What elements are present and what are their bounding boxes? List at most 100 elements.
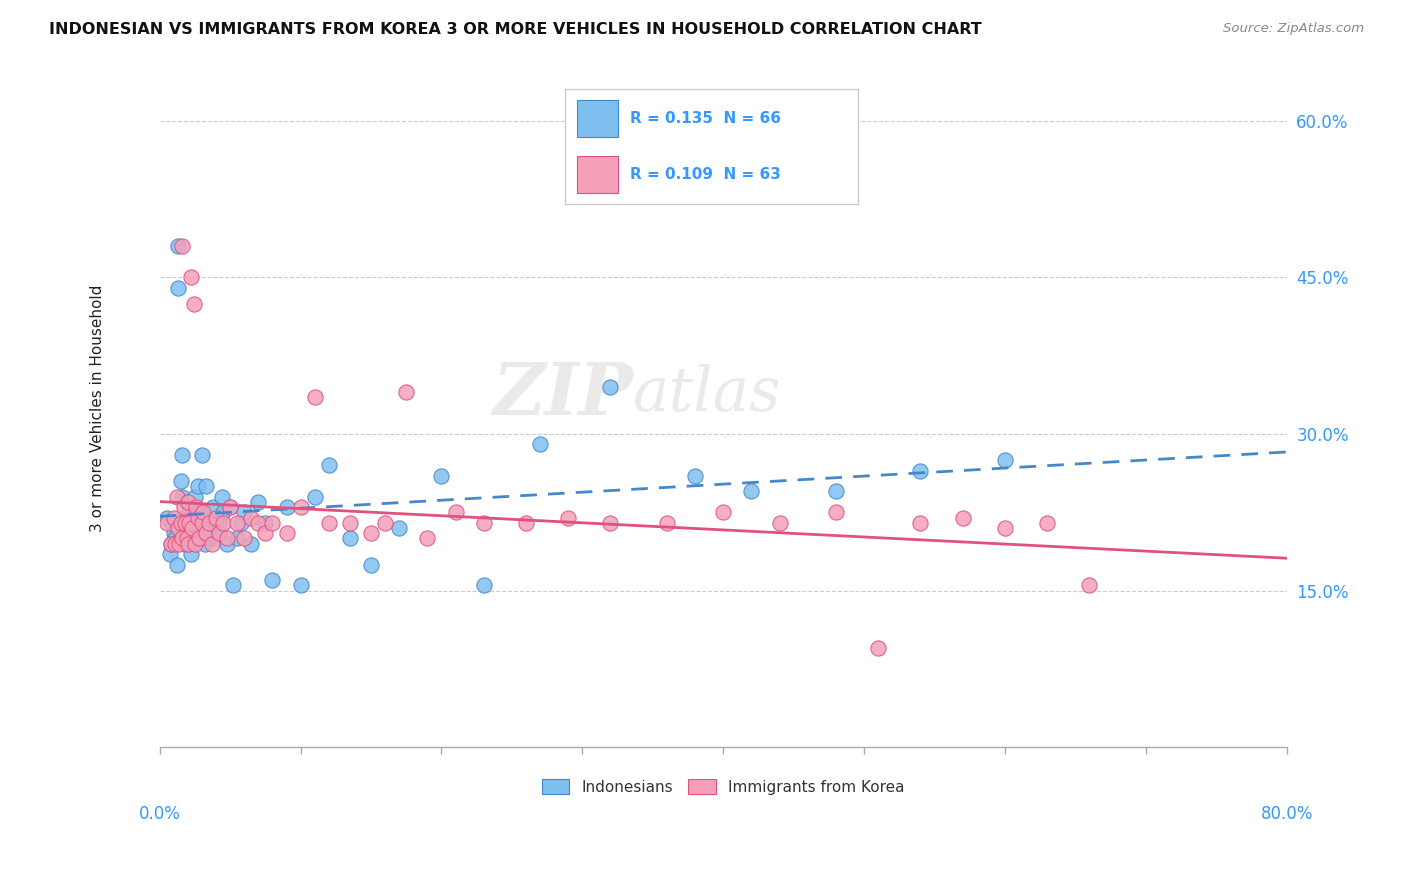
Point: [166, 558, 188, 572]
Point: [226, 532, 249, 546]
Point: [172, 532, 194, 546]
Point: [388, 521, 411, 535]
Point: [166, 490, 188, 504]
Point: [276, 500, 298, 515]
Point: [194, 537, 217, 551]
Point: [191, 505, 214, 519]
Point: [952, 510, 974, 524]
Point: [416, 532, 439, 546]
Point: [183, 505, 205, 519]
Point: [188, 532, 211, 546]
Point: [231, 516, 253, 530]
Point: [339, 532, 361, 546]
Point: [233, 532, 256, 546]
Point: [169, 537, 191, 551]
Point: [1036, 516, 1059, 530]
Point: [254, 526, 277, 541]
Point: [360, 558, 382, 572]
Point: [187, 510, 209, 524]
Point: [395, 385, 418, 400]
Point: [167, 239, 190, 253]
Point: [165, 532, 187, 546]
Point: [184, 537, 207, 551]
Point: [262, 516, 284, 530]
Point: [655, 516, 678, 530]
Point: [160, 537, 183, 551]
Point: [599, 516, 621, 530]
Point: [188, 532, 211, 546]
Point: [290, 500, 312, 515]
Point: [824, 484, 846, 499]
Point: [683, 468, 706, 483]
Point: [170, 474, 193, 488]
Text: 0.0%: 0.0%: [139, 805, 181, 822]
Point: [304, 391, 326, 405]
Point: [174, 516, 197, 530]
Point: [200, 532, 222, 546]
Point: [176, 495, 198, 509]
Point: [156, 516, 179, 530]
Point: [318, 516, 340, 530]
Point: [768, 516, 790, 530]
Point: [599, 380, 621, 394]
Text: Source: ZipAtlas.com: Source: ZipAtlas.com: [1223, 22, 1364, 36]
Point: [163, 526, 186, 541]
Point: [529, 437, 551, 451]
Point: [994, 521, 1017, 535]
Point: [994, 453, 1017, 467]
Point: [515, 516, 537, 530]
Point: [212, 505, 235, 519]
Point: [318, 458, 340, 473]
Point: [217, 532, 239, 546]
Point: [711, 505, 734, 519]
Point: [222, 578, 245, 592]
Point: [162, 516, 184, 530]
Point: [176, 532, 198, 546]
Point: [187, 479, 209, 493]
Point: [824, 505, 846, 519]
Point: [163, 510, 186, 524]
Point: [247, 495, 270, 509]
Point: [179, 516, 201, 530]
Point: [247, 516, 270, 530]
Point: [156, 510, 179, 524]
Point: [212, 516, 235, 530]
Text: atlas: atlas: [633, 364, 782, 425]
Point: [304, 490, 326, 504]
Point: [177, 537, 200, 551]
Point: [910, 464, 932, 478]
Point: [167, 281, 190, 295]
Text: ZIP: ZIP: [492, 359, 633, 430]
Point: [208, 526, 231, 541]
Point: [262, 574, 284, 588]
Point: [233, 505, 256, 519]
Point: [177, 537, 200, 551]
Point: [174, 516, 197, 530]
Point: [472, 516, 495, 530]
Point: [430, 468, 453, 483]
Point: [219, 500, 242, 515]
Point: [160, 537, 183, 551]
Point: [173, 510, 195, 524]
Point: [186, 500, 208, 515]
Point: [339, 516, 361, 530]
Point: [217, 537, 239, 551]
Point: [180, 547, 202, 561]
Point: [172, 448, 194, 462]
Point: [240, 510, 263, 524]
Point: [174, 537, 197, 551]
Point: [868, 641, 890, 656]
Point: [165, 537, 187, 551]
Point: [183, 296, 205, 310]
Point: [444, 505, 467, 519]
Point: [201, 537, 224, 551]
Point: [1078, 578, 1101, 592]
Point: [184, 521, 207, 535]
Point: [180, 270, 202, 285]
Legend: Indonesians, Immigrants from Korea: Indonesians, Immigrants from Korea: [536, 772, 911, 801]
Text: INDONESIAN VS IMMIGRANTS FROM KOREA 3 OR MORE VEHICLES IN HOUSEHOLD CORRELATION : INDONESIAN VS IMMIGRANTS FROM KOREA 3 OR…: [49, 22, 981, 37]
Point: [172, 490, 194, 504]
Point: [191, 516, 214, 530]
Point: [211, 490, 233, 504]
Point: [181, 521, 204, 535]
